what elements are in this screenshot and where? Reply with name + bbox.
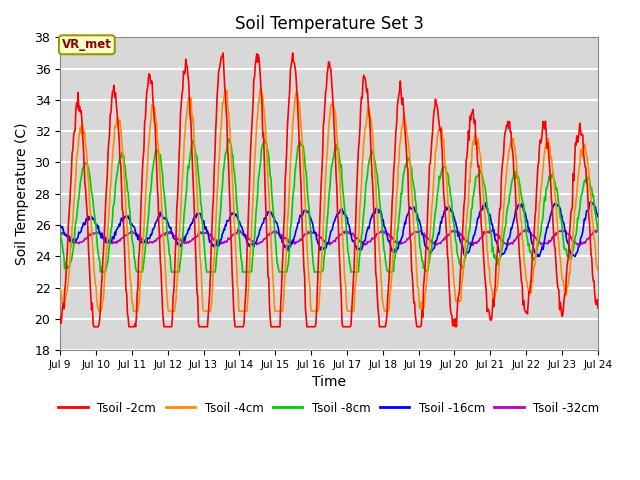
X-axis label: Time: Time <box>312 375 346 389</box>
Y-axis label: Soil Temperature (C): Soil Temperature (C) <box>15 122 29 265</box>
Text: VR_met: VR_met <box>62 38 112 51</box>
Legend: Tsoil -2cm, Tsoil -4cm, Tsoil -8cm, Tsoil -16cm, Tsoil -32cm: Tsoil -2cm, Tsoil -4cm, Tsoil -8cm, Tsoi… <box>54 397 604 419</box>
Title: Soil Temperature Set 3: Soil Temperature Set 3 <box>234 15 424 33</box>
